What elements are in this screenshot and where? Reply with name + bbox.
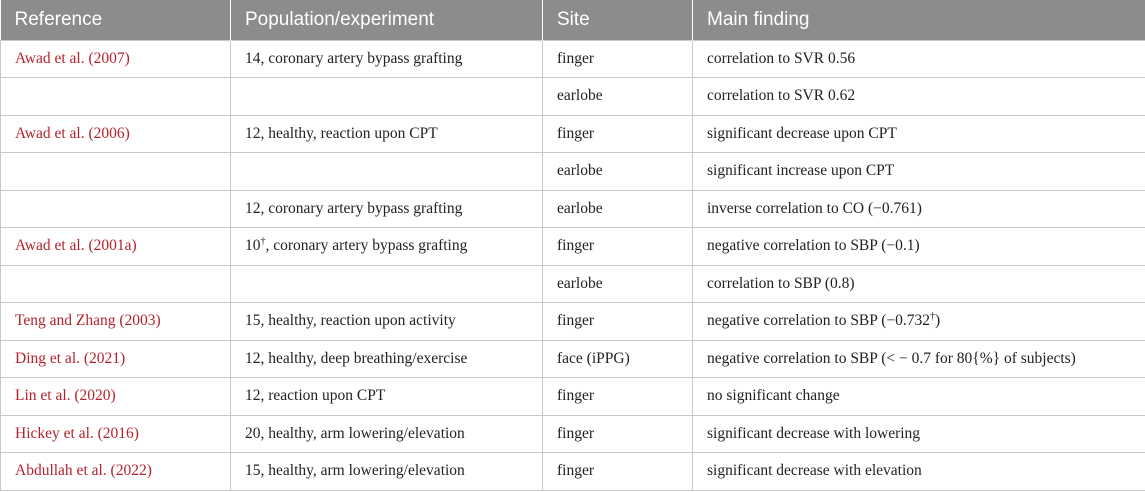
finding-cell: correlation to SVR 0.62	[692, 77, 1145, 116]
finding-cell: significant increase upon CPT	[692, 152, 1145, 191]
site-cell: finger	[542, 227, 693, 266]
reference-cell	[0, 152, 231, 191]
population-cell	[230, 264, 543, 303]
table-row: Hickey et al. (2016) 20, healthy, arm lo…	[0, 414, 1145, 453]
site-cell: finger	[542, 302, 693, 341]
population-cell	[230, 152, 543, 191]
table-row: 12, coronary artery bypass grafting earl…	[0, 189, 1145, 228]
header-reference: Reference	[0, 0, 231, 40]
reference-cell	[0, 264, 231, 303]
header-site: Site	[542, 0, 693, 40]
dagger-footnote-mark: †	[929, 311, 935, 323]
population-cell: 14, coronary artery bypass grafting	[230, 39, 543, 78]
table-row: earlobe significant increase upon CPT	[0, 152, 1145, 191]
reference-link[interactable]: Awad et al. (2001a)	[0, 227, 231, 266]
finding-cell: significant decrease with elevation	[692, 452, 1145, 491]
finding-cell: significant decrease upon CPT	[692, 114, 1145, 153]
population-cell: 12, coronary artery bypass grafting	[230, 189, 543, 228]
table-row: earlobe correlation to SVR 0.62	[0, 77, 1145, 116]
site-cell: finger	[542, 414, 693, 453]
finding-cell: correlation to SVR 0.56	[692, 39, 1145, 78]
site-cell: earlobe	[542, 152, 693, 191]
population-text: 10	[245, 237, 261, 255]
table-row: Lin et al. (2020) 12, reaction upon CPT …	[0, 377, 1145, 416]
header-row: Reference Population/experiment Site Mai…	[0, 0, 1145, 40]
finding-text: negative correlation to SBP (−0.732	[707, 312, 930, 330]
finding-cell: inverse correlation to CO (−0.761)	[692, 189, 1145, 228]
population-cell: 12, healthy, deep breathing/exercise	[230, 339, 543, 378]
reference-link[interactable]: Teng and Zhang (2003)	[0, 302, 231, 341]
header-main-finding: Main finding	[692, 0, 1145, 40]
site-cell: finger	[542, 377, 693, 416]
reference-link[interactable]: Hickey et al. (2016)	[0, 414, 231, 453]
table-row: Teng and Zhang (2003) 15, healthy, react…	[0, 302, 1145, 341]
population-text: , coronary artery bypass grafting	[265, 237, 468, 255]
finding-cell: negative correlation to SBP (−0.1)	[692, 227, 1145, 266]
table-row: Awad et al. (2006) 12, healthy, reaction…	[0, 114, 1145, 153]
site-cell: earlobe	[542, 264, 693, 303]
population-cell: 15, healthy, reaction upon activity	[230, 302, 543, 341]
reference-link[interactable]: Awad et al. (2006)	[0, 114, 231, 153]
table-row: Awad et al. (2001a) 10†, coronary artery…	[0, 227, 1145, 266]
header-population: Population/experiment	[230, 0, 543, 40]
population-cell: 20, healthy, arm lowering/elevation	[230, 414, 543, 453]
reference-cell	[0, 77, 231, 116]
site-cell: earlobe	[542, 77, 693, 116]
table-row: Ding et al. (2021) 12, healthy, deep bre…	[0, 339, 1145, 378]
reference-link[interactable]: Ding et al. (2021)	[0, 339, 231, 378]
population-cell: 15, healthy, arm lowering/elevation	[230, 452, 543, 491]
reference-cell	[0, 189, 231, 228]
reference-link[interactable]: Awad et al. (2007)	[0, 39, 231, 78]
table-row: Abdullah et al. (2022) 15, healthy, arm …	[0, 452, 1145, 491]
population-cell: 10†, coronary artery bypass grafting	[230, 227, 543, 266]
finding-cell: negative correlation to SBP (< − 0.7 for…	[692, 339, 1145, 378]
site-cell: finger	[542, 452, 693, 491]
finding-cell: no significant change	[692, 377, 1145, 416]
reference-link[interactable]: Lin et al. (2020)	[0, 377, 231, 416]
site-cell: earlobe	[542, 189, 693, 228]
population-cell	[230, 77, 543, 116]
finding-cell: correlation to SBP (0.8)	[692, 264, 1145, 303]
site-cell: face (iPPG)	[542, 339, 693, 378]
site-cell: finger	[542, 114, 693, 153]
population-cell: 12, reaction upon CPT	[230, 377, 543, 416]
table-row: earlobe correlation to SBP (0.8)	[0, 264, 1145, 303]
population-cell: 12, healthy, reaction upon CPT	[230, 114, 543, 153]
finding-cell: significant decrease with lowering	[692, 414, 1145, 453]
reference-link[interactable]: Abdullah et al. (2022)	[0, 452, 231, 491]
site-cell: finger	[542, 39, 693, 78]
table-row: Awad et al. (2007) 14, coronary artery b…	[0, 39, 1145, 78]
finding-text: )	[934, 312, 941, 330]
dagger-footnote-mark: †	[260, 236, 266, 248]
finding-cell: negative correlation to SBP (−0.732†)	[692, 302, 1145, 341]
